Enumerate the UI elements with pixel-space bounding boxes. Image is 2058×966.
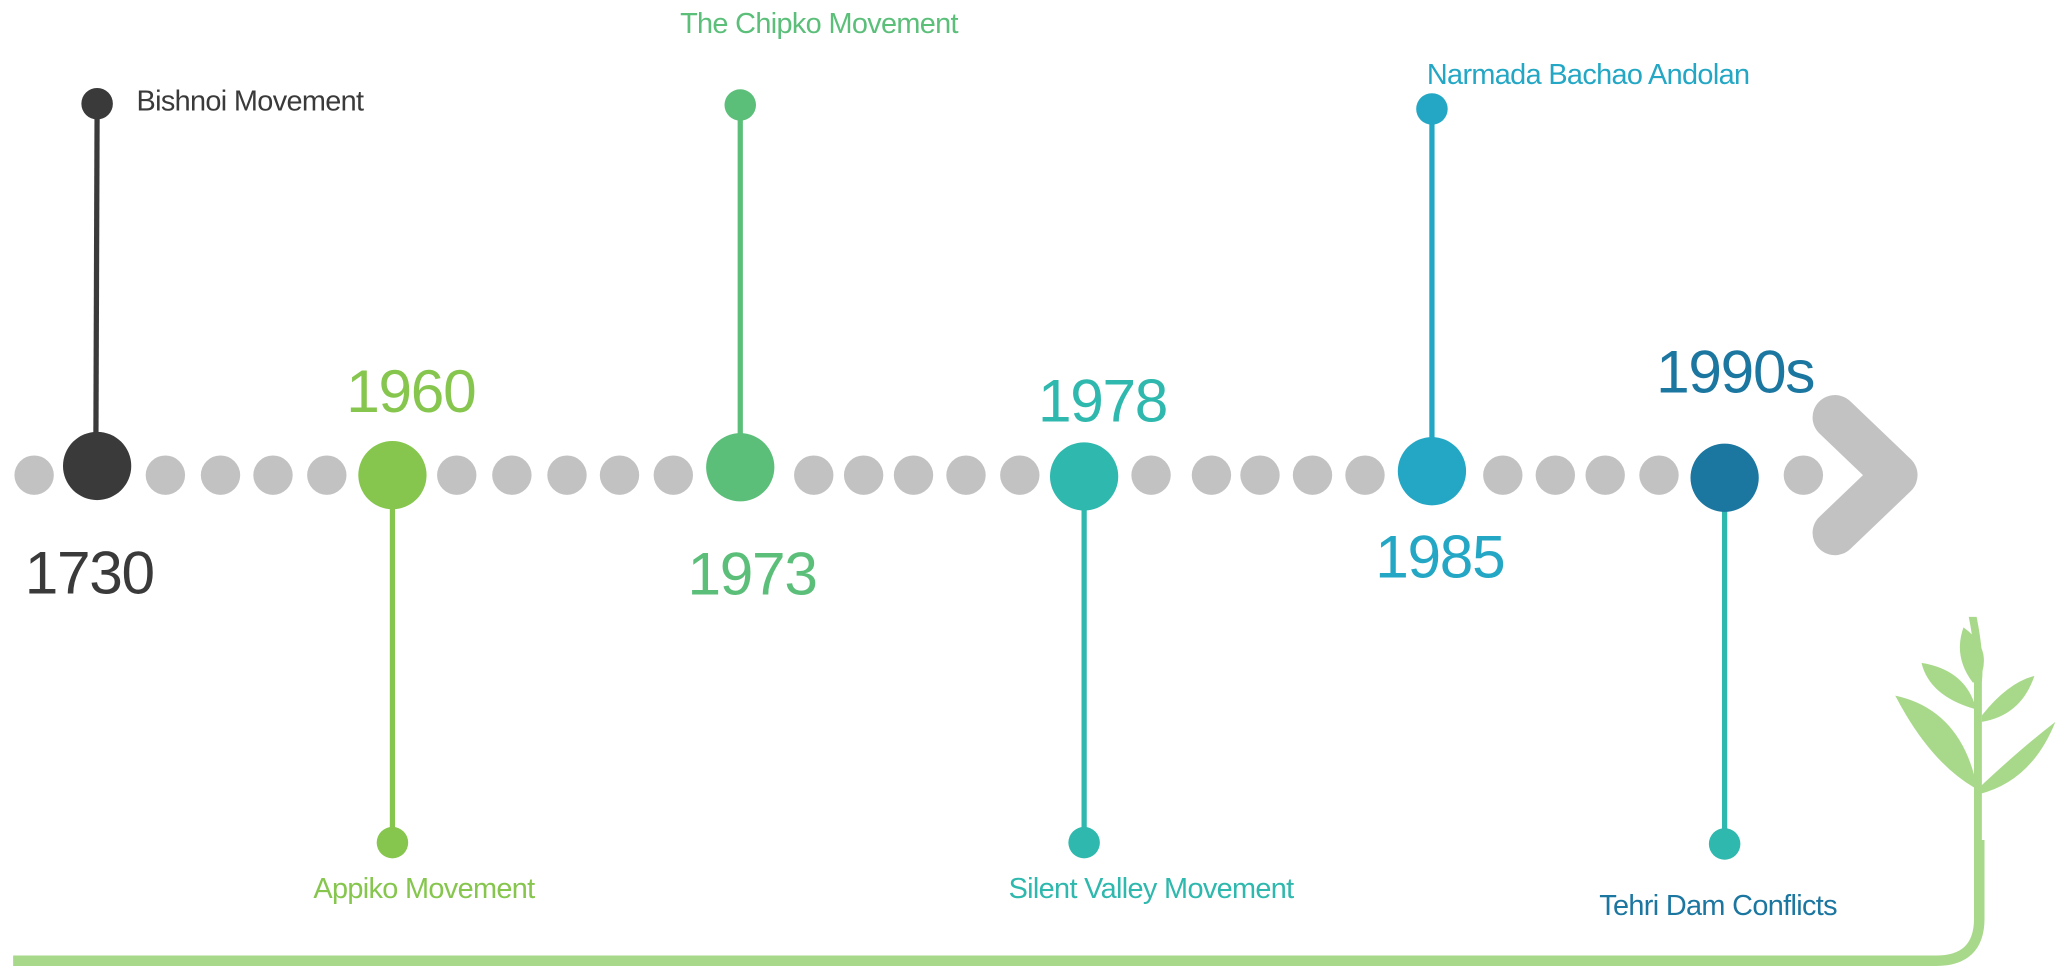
plant (1895, 617, 2055, 866)
event-label: Tehri Dam Conflicts (1599, 890, 1837, 922)
event-year: 1730 (25, 538, 154, 606)
event-year: 1960 (346, 357, 475, 425)
timeline: Bishnoi Movement 1730 1960 Appiko Moveme… (0, 0, 2058, 966)
event-year: 1985 (1375, 523, 1504, 591)
event-label: The Chipko Movement (680, 8, 958, 40)
event: Bishnoi Movement 1730 (25, 85, 364, 606)
track-dots (14, 455, 1823, 494)
event: Narmada Bachao Andolan 1985 (1375, 59, 1749, 591)
event-label: Silent Valley Movement (1009, 873, 1295, 905)
event: 1990s Tehri Dam Conflicts (1599, 337, 1837, 921)
event-year: 1973 (688, 540, 817, 608)
event-label: Narmada Bachao Andolan (1427, 59, 1750, 91)
arrow-head (1835, 417, 1895, 533)
event-year: 1978 (1038, 366, 1167, 434)
event: 1960 Appiko Movement (313, 357, 535, 905)
page: Bishnoi Movement 1730 1960 Appiko Moveme… (0, 0, 2058, 966)
event-label: Appiko Movement (313, 873, 535, 905)
event: 1978 Silent Valley Movement (1009, 366, 1295, 904)
event-label: Bishnoi Movement (137, 85, 365, 117)
event: The Chipko Movement 1973 (680, 8, 958, 608)
event-year: 1990s (1656, 337, 1814, 405)
